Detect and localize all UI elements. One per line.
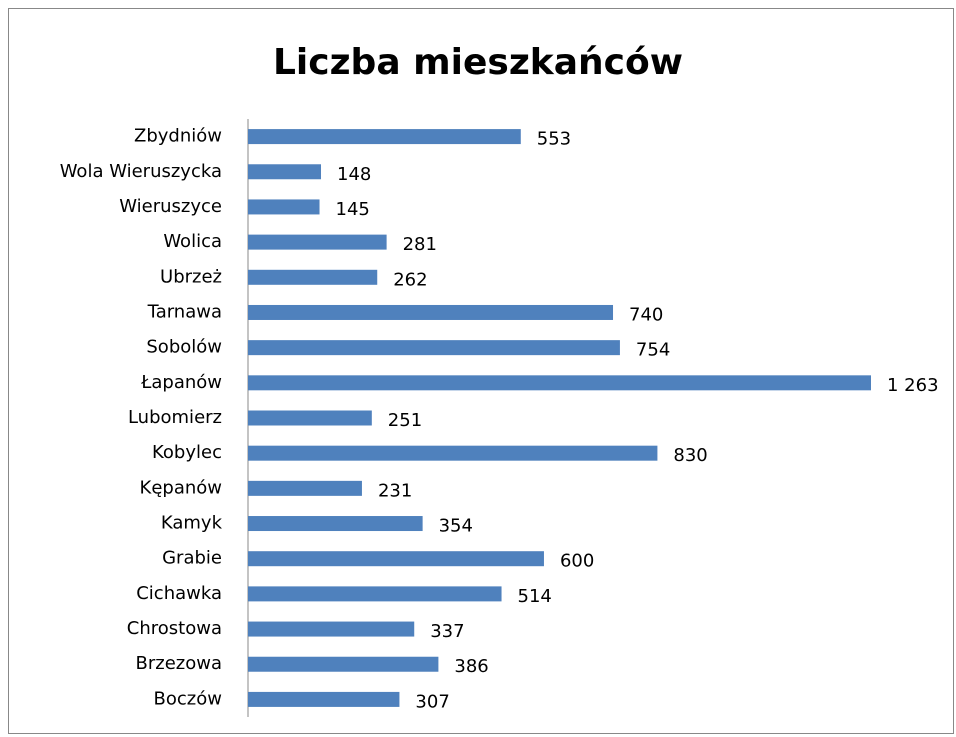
- data-label: 830: [673, 445, 707, 466]
- bar: [248, 586, 502, 602]
- data-label: 600: [560, 551, 594, 572]
- bar: [248, 656, 439, 672]
- category-label: Ubrzeż: [160, 266, 222, 287]
- bar: [248, 129, 521, 145]
- data-label: 337: [430, 621, 464, 642]
- data-label: 251: [388, 410, 422, 431]
- category-label: Boczów: [154, 688, 222, 709]
- bar: [248, 340, 620, 356]
- category-label: Lubomierz: [128, 407, 222, 428]
- category-label: Chrostowa: [127, 618, 222, 639]
- bar: [248, 551, 544, 567]
- category-label: Kępanów: [140, 477, 222, 498]
- bar: [248, 234, 387, 250]
- data-label: 1 263: [887, 375, 939, 396]
- bar: [248, 445, 658, 461]
- chart-title: Liczba mieszkańców: [273, 42, 683, 83]
- category-label: Wola Wieruszycka: [60, 161, 222, 182]
- category-label: Cichawka: [136, 583, 222, 604]
- category-label: Zbydniów: [134, 126, 222, 147]
- category-label: Wieruszyce: [119, 196, 222, 217]
- bar: [248, 621, 415, 637]
- bar: [248, 691, 400, 707]
- data-label: 740: [629, 304, 663, 325]
- category-label: Kobylec: [152, 442, 222, 463]
- category-label: Sobolów: [146, 337, 222, 358]
- data-label: 514: [518, 586, 552, 607]
- bar: [248, 516, 423, 532]
- data-label: 281: [403, 234, 437, 255]
- data-label: 231: [378, 480, 412, 501]
- bar: [248, 480, 362, 496]
- data-label: 307: [415, 691, 449, 712]
- bar: [248, 304, 614, 320]
- data-label: 262: [393, 269, 427, 290]
- data-label: 553: [537, 129, 571, 150]
- category-label: Tarnawa: [147, 301, 222, 322]
- category-label: Kamyk: [161, 513, 223, 534]
- bar: [248, 410, 372, 426]
- data-label: 386: [454, 656, 488, 677]
- category-label: Brzezowa: [136, 653, 222, 674]
- bar: [248, 164, 322, 180]
- category-label: Wolica: [163, 231, 222, 252]
- bar: [248, 199, 320, 215]
- data-label: 148: [337, 164, 371, 185]
- category-label: Grabie: [162, 548, 222, 569]
- data-label: 754: [636, 340, 670, 361]
- data-label: 145: [336, 199, 370, 220]
- bar: [248, 375, 871, 391]
- category-label: Łapanów: [140, 372, 222, 393]
- bar: [248, 269, 378, 285]
- data-label: 354: [439, 516, 473, 537]
